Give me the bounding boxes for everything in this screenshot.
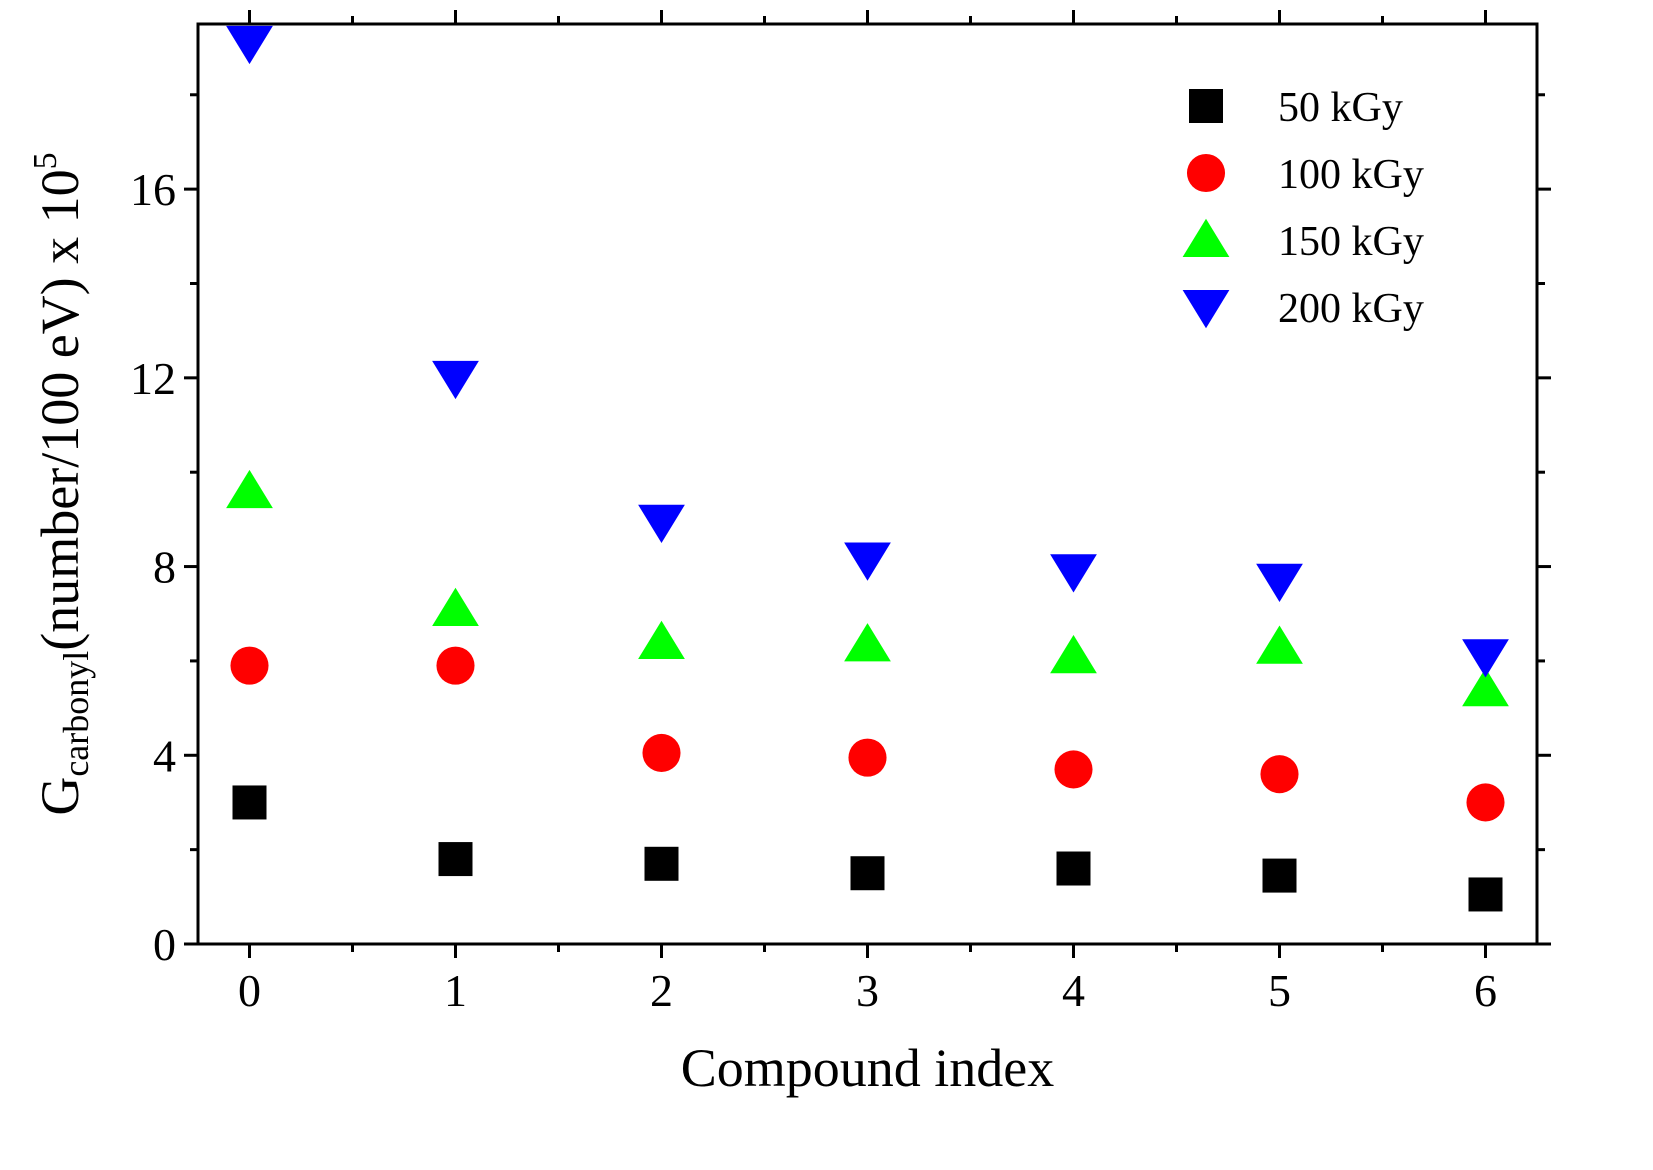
data-point-200-kgy	[638, 504, 685, 543]
legend-label-200-kgy: 200 kGy	[1278, 286, 1424, 332]
legend-label-150-kgy: 150 kGy	[1278, 219, 1424, 265]
data-point-200-kgy	[844, 542, 891, 581]
x-tick-label: 4	[1062, 965, 1085, 1016]
y-tick-label: 0	[153, 919, 176, 970]
data-point-150-kgy	[1462, 667, 1509, 707]
y-axis-title-units: (number/100 eV) x 10	[30, 169, 90, 650]
data-point-50-kgy	[1468, 877, 1503, 912]
legend-marker-50-kgy	[1189, 89, 1223, 123]
x-tick-label: 6	[1474, 965, 1497, 1016]
data-point-100-kgy	[642, 733, 681, 772]
y-tick-label: 16	[130, 164, 176, 215]
legend-label-100-kgy: 100 kGy	[1278, 152, 1424, 198]
data-point-100-kgy	[1054, 750, 1093, 789]
data-point-200-kgy	[1256, 563, 1303, 602]
y-tick-label: 12	[130, 353, 176, 404]
x-tick-label: 3	[856, 965, 879, 1016]
data-markers	[226, 25, 1509, 912]
legend-marker-200-kgy	[1182, 290, 1230, 329]
y-axis-title-main: G	[30, 777, 90, 816]
data-point-150-kgy	[1256, 625, 1303, 664]
data-point-200-kgy	[226, 25, 273, 65]
data-point-50-kgy	[644, 846, 679, 881]
data-point-50-kgy	[1056, 851, 1091, 886]
axis-ticks	[184, 10, 1551, 958]
data-point-100-kgy	[1260, 755, 1299, 794]
legend-label-50-kgy: 50 kGy	[1278, 85, 1403, 131]
data-point-150-kgy	[638, 620, 685, 660]
data-point-50-kgy	[438, 842, 473, 877]
data-point-200-kgy	[1462, 639, 1509, 678]
data-point-100-kgy	[230, 646, 269, 685]
y-axis-title-superscript: 5	[27, 152, 64, 169]
legend-marker-100-kgy	[1186, 153, 1226, 193]
y-axis-title: Gcarbonyl(number/100 eV) x 105	[27, 152, 96, 815]
data-point-50-kgy	[1262, 858, 1297, 893]
data-point-200-kgy	[1050, 554, 1097, 593]
y-axis-title-subscript: carbonyl	[56, 651, 96, 777]
legend-marker-150-kgy	[1182, 218, 1230, 257]
data-point-100-kgy	[1466, 783, 1505, 822]
data-point-150-kgy	[226, 469, 273, 509]
x-tick-label: 1	[444, 965, 467, 1016]
x-tick-label: 0	[238, 965, 261, 1016]
data-point-150-kgy	[1050, 634, 1097, 674]
x-tick-label: 2	[650, 965, 673, 1016]
data-point-150-kgy	[432, 587, 479, 627]
x-axis-title: Compound index	[681, 1038, 1055, 1098]
data-point-50-kgy	[850, 856, 885, 891]
data-point-200-kgy	[432, 360, 479, 400]
x-tick-label: 5	[1268, 965, 1291, 1016]
data-point-50-kgy	[232, 785, 267, 820]
data-point-100-kgy	[436, 646, 475, 685]
legend: 50 kGy 100 kGy 150 kGy 200 kGy	[1182, 85, 1424, 332]
data-point-150-kgy	[844, 623, 891, 662]
y-tick-label: 8	[153, 542, 176, 593]
data-point-100-kgy	[848, 738, 887, 777]
y-tick-label: 4	[153, 730, 176, 781]
